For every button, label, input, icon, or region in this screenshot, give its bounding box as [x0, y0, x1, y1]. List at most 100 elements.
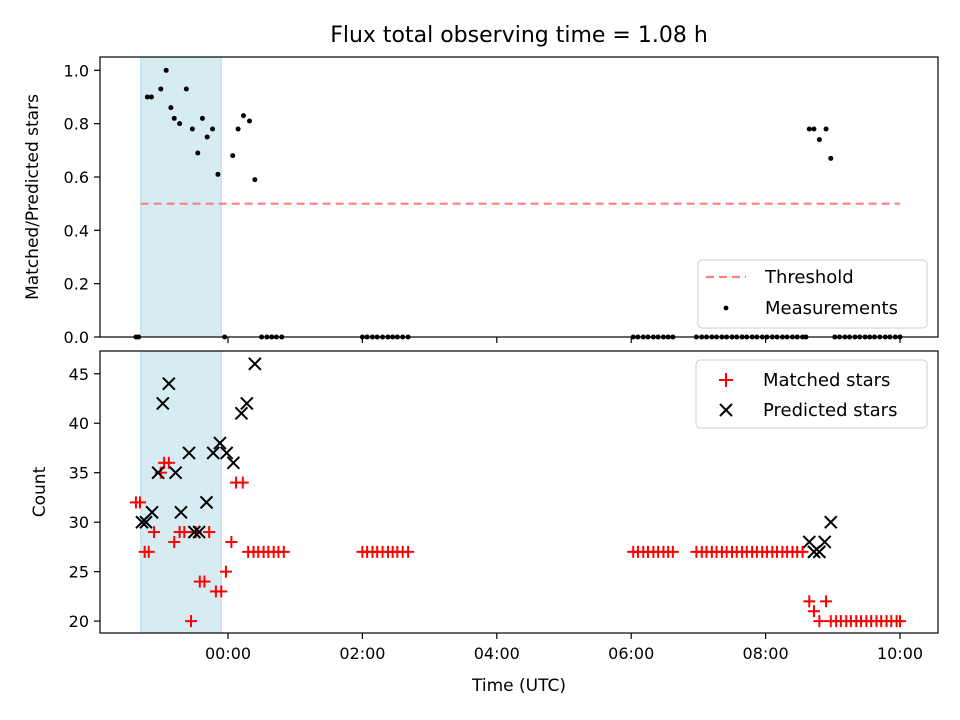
predicted-star-point [151, 465, 165, 480]
legend-measurements-label: Measurements [765, 298, 898, 319]
top-panel: 0.0 0.2 0.4 0.6 0.8 1.0 Matched/Predicted sta… [23, 56, 939, 347]
measurement-point [195, 150, 201, 156]
predicted-star-point [162, 376, 176, 391]
predicted-star-point [199, 495, 214, 510]
bottom-legend: Matched stars Predicted stars [695, 359, 928, 429]
measurement-point [210, 126, 216, 132]
x-tick-label: 06:00 [608, 644, 654, 663]
measurement-point [177, 121, 183, 127]
measurement-point [230, 153, 236, 159]
matched-star-point [803, 595, 816, 608]
measurement-point [144, 94, 150, 100]
measurement-point [806, 126, 812, 132]
measurement-point [148, 94, 154, 100]
y-tick-label: 0.6 [64, 168, 89, 187]
top-y-axis-label: Matched/Predicted stars [23, 94, 43, 300]
measurement-point [240, 113, 246, 119]
legend-predicted-swatch [719, 403, 733, 417]
matched-star-point [215, 585, 228, 598]
y-tick-label: 1.0 [64, 61, 89, 80]
x-tick-label: 08:00 [743, 644, 789, 663]
y-tick-label: 30 [69, 513, 89, 532]
y-tick-label: 0.4 [64, 221, 89, 240]
predicted-star-point [213, 436, 227, 450]
matched-star-point [185, 615, 198, 628]
predicted-star-point [156, 396, 170, 411]
measurement-point [171, 115, 177, 121]
predicted-star-point [219, 446, 234, 460]
x-tick-label: 10:00 [877, 644, 923, 663]
bottom-panel: 20 25 30 35 40 45 00:00 02:00 04:00 06:00 08:00 10:… [30, 350, 939, 696]
x-axis-label: Time (UTC) [471, 676, 566, 696]
y-tick-label: 35 [69, 464, 89, 483]
predicted-star-point [234, 406, 249, 421]
legend-matched-label: Matched stars [763, 370, 890, 391]
measurement-point [215, 171, 221, 177]
measurement-point [252, 177, 258, 183]
matched-star-point [203, 526, 216, 539]
matched-star-point [796, 545, 809, 558]
predicted-star-point [192, 525, 206, 539]
predicted-star-point [187, 525, 202, 539]
y-tick-label: 0.2 [64, 275, 89, 294]
matched-star-point [219, 565, 232, 578]
matched-star-point [178, 526, 191, 539]
matched-star-point [820, 595, 833, 608]
y-tick-label: 45 [69, 365, 89, 384]
y-tick-label: 40 [69, 414, 89, 433]
predicted-star-point [818, 535, 832, 549]
predicted-star-point [145, 505, 159, 519]
bottom-y-axis-label: Count [30, 466, 50, 517]
measurement-point [204, 134, 210, 140]
y-tick-label: 0.8 [64, 115, 89, 134]
measurement-point [189, 126, 195, 132]
matched-star-point [666, 545, 679, 558]
chart-title: Flux total observing time = 1.08 h [330, 23, 708, 48]
top-legend: Threshold Measurements [697, 259, 928, 329]
matched-star-point [225, 535, 238, 548]
predicted-star-point [174, 505, 188, 519]
observing-window-span [140, 56, 222, 338]
predicted-star-point [226, 456, 241, 470]
predicted-star-point [807, 545, 821, 559]
measurement-point [823, 126, 829, 132]
predicted-star-point [824, 515, 838, 529]
bottom-plot-frame [99, 350, 939, 634]
legend-measurements-swatch [723, 305, 729, 311]
predicted-star-point [182, 446, 196, 460]
matched-star-point [807, 605, 820, 618]
matched-star-point [277, 545, 290, 558]
measurement-point [247, 118, 253, 124]
predicted-star-point [812, 545, 827, 559]
measurement-point [163, 67, 169, 73]
predicted-star-point [139, 515, 153, 529]
observing-window-span [140, 350, 222, 634]
matched-star-point [162, 456, 175, 469]
x-tick-label: 02:00 [339, 644, 385, 663]
measurement-point [168, 105, 174, 111]
matched-star-point [198, 575, 211, 588]
y-tick-label: 25 [69, 563, 89, 582]
predicted-star-point [168, 465, 183, 480]
measurement-point [811, 126, 817, 132]
matched-star-point [133, 496, 146, 509]
legend-threshold-label: Threshold [764, 267, 854, 288]
matched-star-point [168, 535, 181, 548]
bottom-legend-box [695, 359, 928, 429]
measurement-point [158, 86, 164, 92]
matched-star-point [894, 615, 906, 628]
predicted-star-point [206, 446, 220, 460]
measurement-point [183, 86, 189, 92]
y-tick-label: 0.0 [64, 328, 89, 347]
matched-star-point [148, 526, 161, 539]
legend-matched-swatch [719, 373, 733, 387]
y-tick-label: 20 [69, 612, 89, 631]
x-tick-label: 04:00 [474, 644, 520, 663]
matched-star-point [813, 615, 826, 628]
matched-star-point [402, 545, 415, 558]
legend-predicted-label: Predicted stars [763, 400, 897, 421]
measurement-point [828, 155, 834, 161]
matched-star-point [142, 545, 155, 558]
measurement-point [235, 126, 241, 132]
